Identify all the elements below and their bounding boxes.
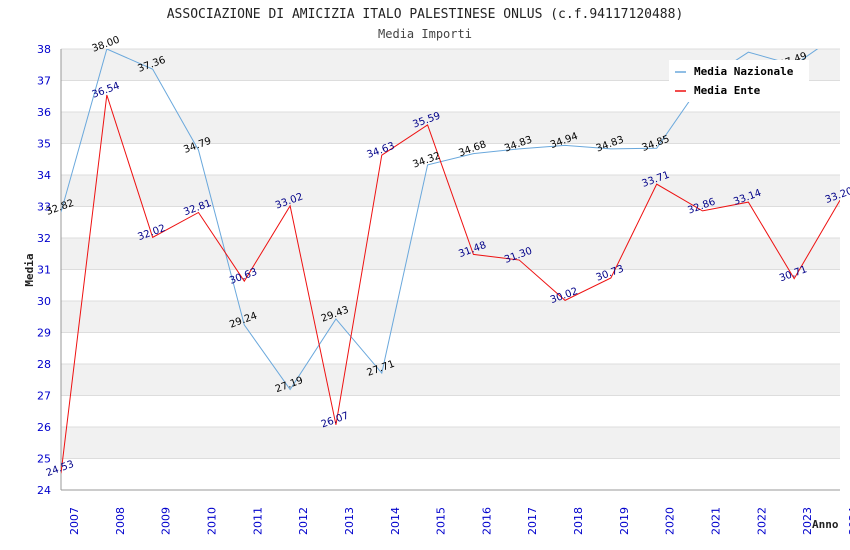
y-tick-label: 35 [37,138,51,151]
x-tick-label: 2007 [68,507,81,535]
x-tick-labels: 2007 2008 2009 2010 2011 2012 2013 2014 2015 2016… [68,507,850,535]
y-tick-label: 28 [37,358,51,371]
x-tick-label: 2022 [755,507,768,535]
y-tick-label: 36 [37,106,51,119]
x-tick-label: 2011 [251,507,264,535]
y-tick-label: 24 [37,484,51,497]
x-tick-label: 2018 [572,507,585,535]
grid-band [61,301,840,333]
x-tick-label: 2024 [847,507,850,535]
y-axis-label: Media [23,253,36,286]
x-tick-label: 2017 [526,507,539,535]
x-tick-label: 2014 [389,507,402,535]
y-tick-label: 30 [37,295,51,308]
y-tick-label: 26 [37,421,51,434]
x-tick-label: 2010 [205,507,218,535]
x-tick-label: 2021 [710,507,723,535]
chart-title: ASSOCIAZIONE DI AMICIZIA ITALO PALESTINE… [167,7,684,22]
legend-label-media-nazionale: Media Nazionale [694,65,794,78]
grid-band [61,238,840,270]
y-tick-label: 38 [37,43,51,56]
x-tick-label: 2012 [297,507,310,535]
y-tick-label: 25 [37,453,51,466]
legend-label-media-ente: Media Ente [694,84,761,97]
x-tick-label: 2009 [160,507,173,535]
x-tick-label: 2023 [801,507,814,535]
x-tick-label: 2008 [114,507,127,535]
grid-lines [61,48,840,491]
legend-box [669,60,809,102]
y-tick-label: 27 [37,390,51,403]
y-tick-label: 29 [37,327,51,340]
y-tick-label: 33 [37,201,51,214]
x-tick-label: 2020 [664,507,677,535]
x-tick-label: 2013 [343,507,356,535]
grid-bands [61,49,840,459]
x-tick-label: 2019 [618,507,631,535]
y-tick-label: 31 [37,264,51,277]
legend: Media Nazionale Media Ente [669,60,809,102]
x-tick-label: 2016 [480,507,493,535]
y-tick-label: 32 [37,232,51,245]
chart-subtitle: Media Importi [378,27,472,41]
grid-band [61,427,840,459]
grid-band [61,112,840,144]
y-tick-label: 34 [37,169,51,182]
y-tick-label: 37 [37,75,51,88]
data-label: 36.54 [91,81,122,101]
grid-band [61,364,840,396]
series-line-media-ente [61,94,840,474]
x-axis-label: Anno [812,518,839,531]
x-tick-label: 2015 [435,507,448,535]
y-tick-labels: 24 25 26 27 28 29 30 31 32 33 34 35 36 37 38 [37,43,51,497]
